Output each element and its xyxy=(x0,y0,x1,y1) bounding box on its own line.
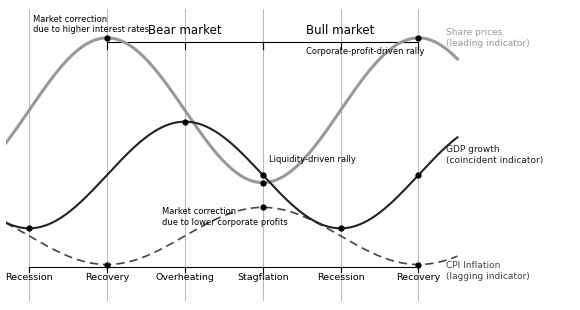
Text: Recovery: Recovery xyxy=(85,273,129,282)
Text: Recession: Recession xyxy=(5,273,53,282)
Text: Market correction
due to higher interest rates: Market correction due to higher interest… xyxy=(33,15,149,34)
Text: Recovery: Recovery xyxy=(396,273,441,282)
Text: Stagflation: Stagflation xyxy=(237,273,289,282)
Text: Share prices
(leading indicator): Share prices (leading indicator) xyxy=(445,28,530,48)
Text: CPI Inflation
(lagging indicator): CPI Inflation (lagging indicator) xyxy=(445,261,530,281)
Text: Overheating: Overheating xyxy=(155,273,215,282)
Text: Corporate-profit-driven rally: Corporate-profit-driven rally xyxy=(306,47,424,56)
Text: GDP growth
(coincident indicator): GDP growth (coincident indicator) xyxy=(445,144,543,165)
Text: Bear market: Bear market xyxy=(148,24,222,37)
Text: Market correction
due to lower corporate profits: Market correction due to lower corporate… xyxy=(161,207,287,227)
Text: Recession: Recession xyxy=(317,273,364,282)
Text: Liquidity-driven rally: Liquidity-driven rally xyxy=(269,155,356,164)
Text: Bull market: Bull market xyxy=(306,24,375,37)
